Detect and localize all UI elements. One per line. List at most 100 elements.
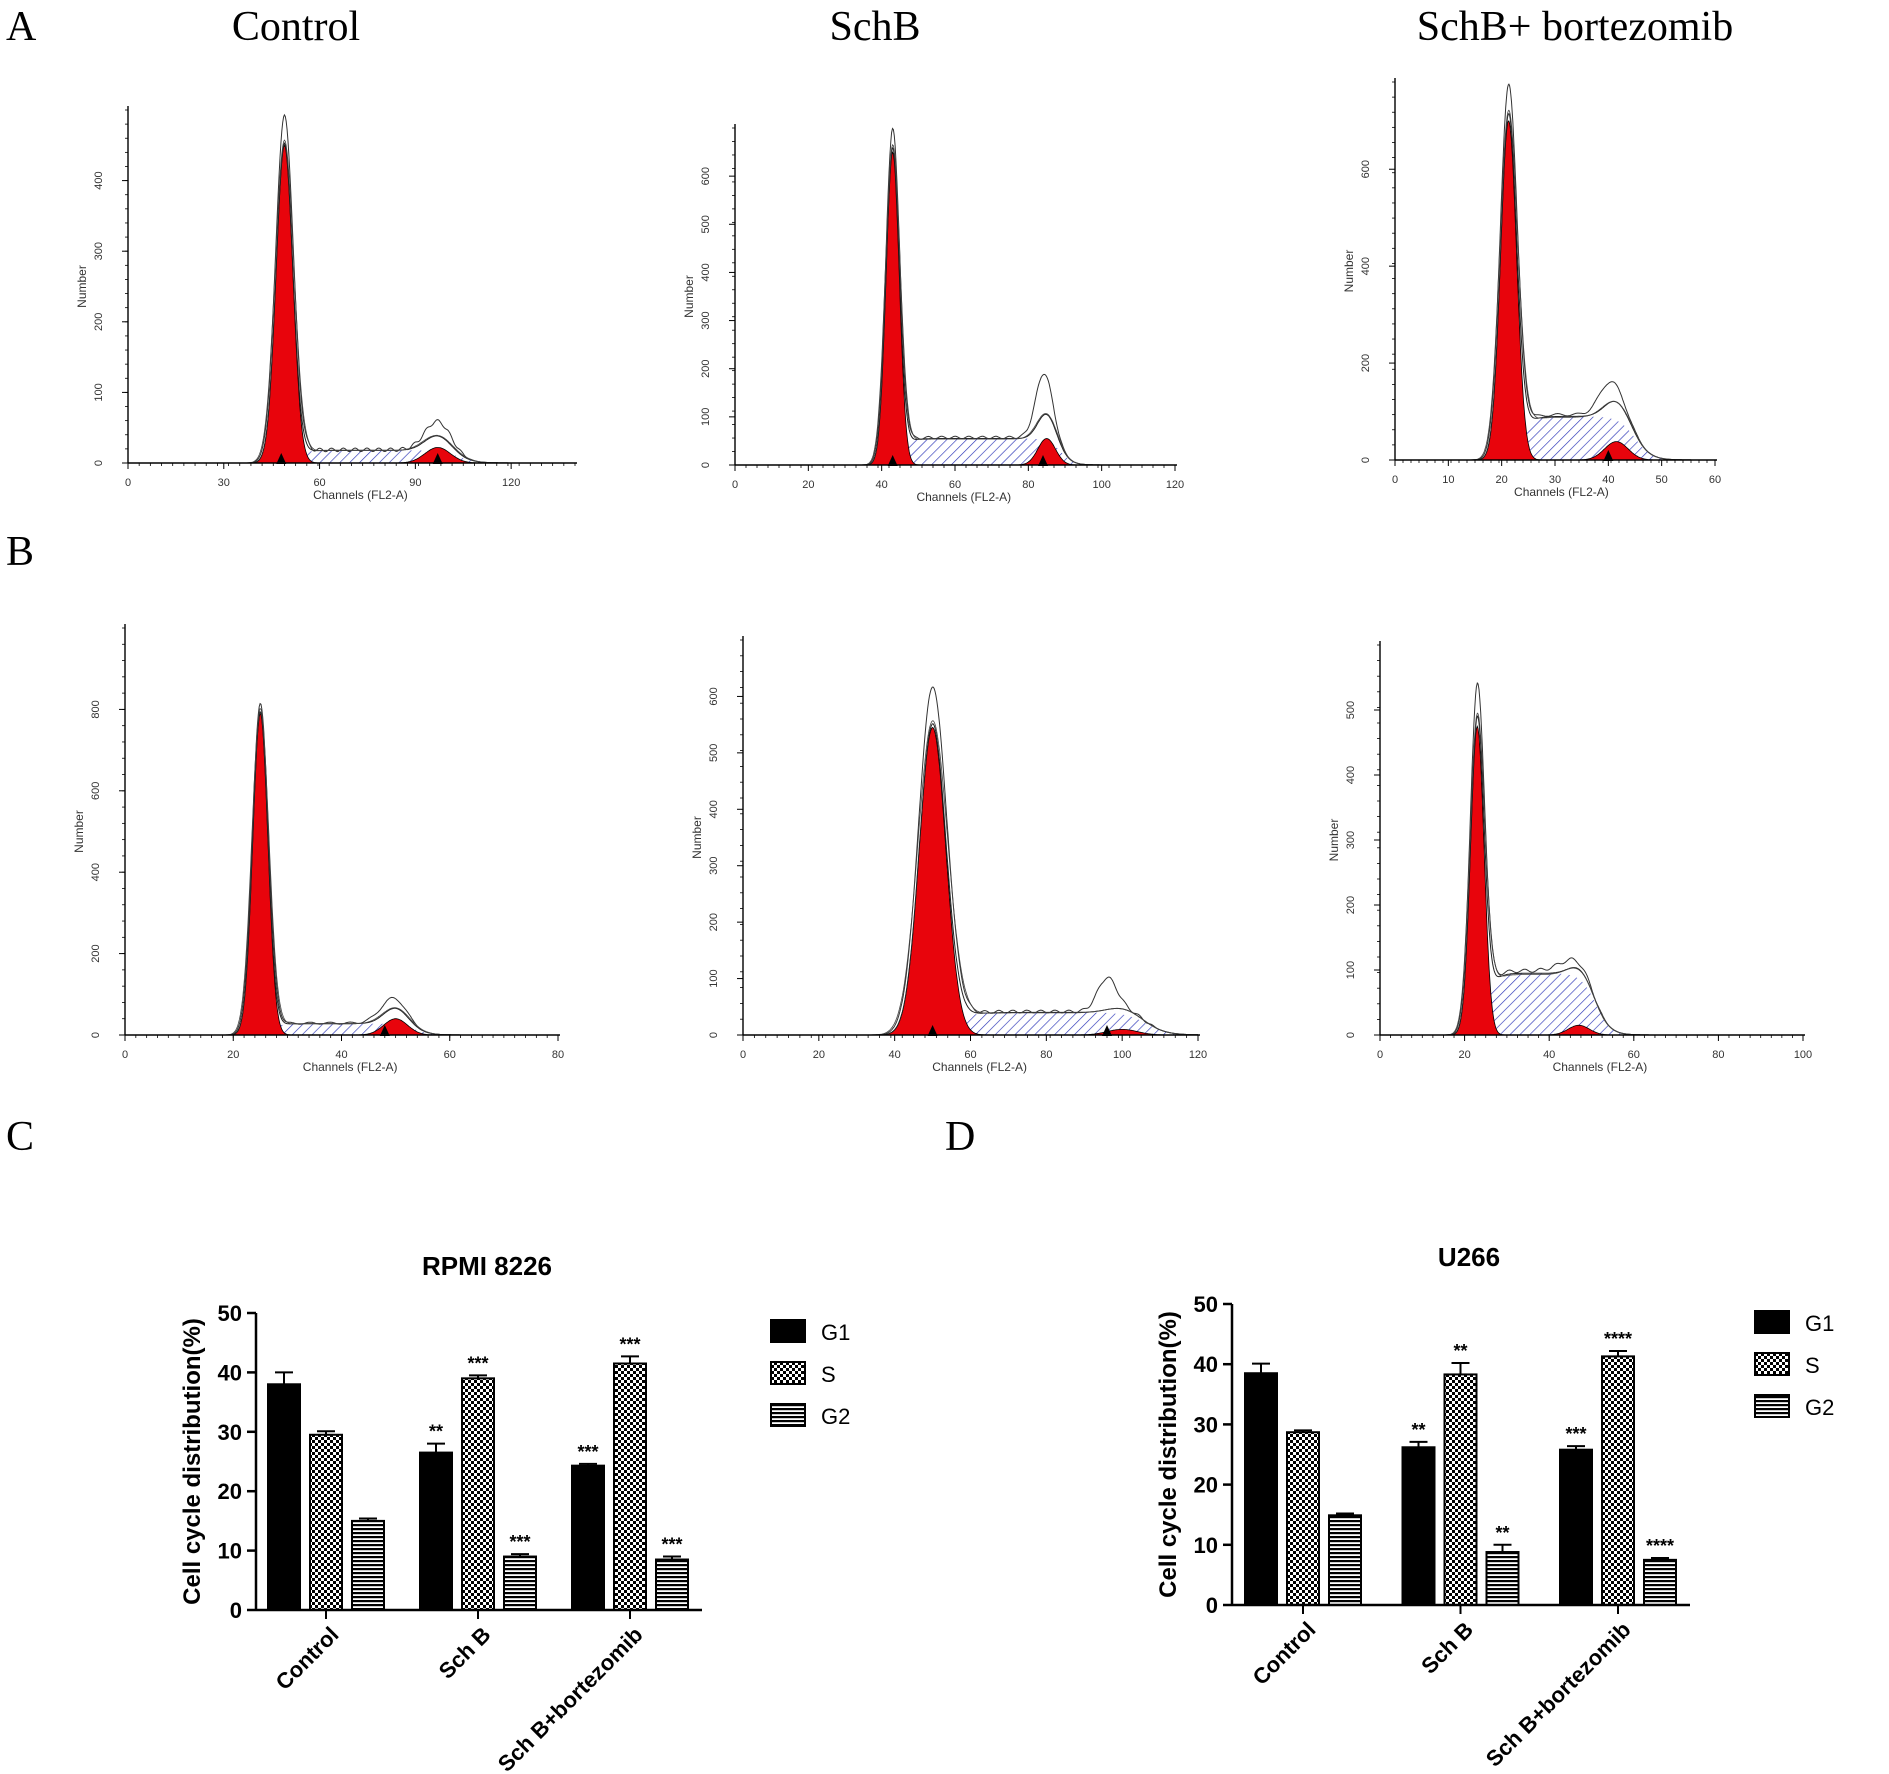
y-axis-label: Number bbox=[1342, 250, 1356, 293]
raw-data-line bbox=[743, 686, 1198, 1036]
x-tick-label: 100 bbox=[1794, 1049, 1812, 1061]
legend-swatch-s bbox=[1754, 1352, 1790, 1376]
x-axis-label: Channels (FL2-A) bbox=[1514, 485, 1609, 499]
legend-label-g2: G2 bbox=[1805, 1395, 1834, 1420]
model-line bbox=[735, 144, 1175, 466]
y-tick-label: 200 bbox=[1360, 354, 1372, 372]
legend-swatch-s bbox=[770, 1361, 806, 1385]
significance-label: *** bbox=[1565, 1424, 1586, 1444]
histogram-b-schb: 0 20 40 60 80 100 120 0 100 200 300 400 500 600 Channe… bbox=[690, 636, 1207, 1074]
s-phase-area bbox=[125, 1023, 558, 1035]
x-tick-label: 40 bbox=[335, 1049, 347, 1061]
y-tick-label: 400 bbox=[708, 800, 720, 818]
y-tick-label: 200 bbox=[700, 360, 712, 378]
y-tick-label: 50 bbox=[1194, 1292, 1218, 1317]
y-tick-label: 600 bbox=[90, 782, 102, 800]
legend-swatch-g2 bbox=[1754, 1394, 1790, 1418]
y-tick-label: 400 bbox=[90, 863, 102, 881]
y-tick-label: 0 bbox=[93, 460, 105, 466]
fit-envelope-line bbox=[125, 710, 558, 1036]
model-line bbox=[1395, 109, 1715, 461]
x-category-label: Control bbox=[271, 1622, 344, 1695]
y-tick-label: 400 bbox=[1360, 257, 1372, 275]
x-tick-label: 60 bbox=[444, 1049, 456, 1061]
y-tick-label: 20 bbox=[1194, 1473, 1218, 1498]
x-tick-label: 40 bbox=[889, 1049, 901, 1061]
y-tick-label: 0 bbox=[1360, 457, 1372, 463]
x-category-label: Sch B bbox=[434, 1622, 496, 1684]
g1-peak bbox=[128, 144, 575, 464]
x-tick-label: 30 bbox=[1549, 474, 1561, 486]
x-tick-label: 0 bbox=[125, 477, 131, 489]
histogram-a-control: 0 30 60 90 120 0 100 200 300 400 Channels (FL2-A) N… bbox=[75, 106, 577, 502]
legend-swatch-g2 bbox=[770, 1403, 806, 1427]
y-axis-label: Number bbox=[72, 810, 86, 853]
peak-marker bbox=[276, 453, 287, 464]
y-tick-label: 30 bbox=[1194, 1412, 1218, 1437]
x-tick-label: 20 bbox=[1496, 474, 1508, 486]
x-tick-label: 100 bbox=[1092, 479, 1110, 491]
g1-peak bbox=[735, 150, 1175, 466]
significance-label: *** bbox=[509, 1532, 530, 1552]
s-phase-area bbox=[735, 438, 1175, 465]
x-tick-label: 40 bbox=[1602, 474, 1614, 486]
y-axis-label: Number bbox=[1327, 819, 1341, 862]
bar-g2 bbox=[1328, 1514, 1362, 1606]
bar-g2 bbox=[655, 1558, 689, 1612]
x-axis-label: Channels (FL2-A) bbox=[303, 1060, 398, 1074]
y-tick-label: 500 bbox=[708, 744, 720, 762]
x-tick-label: 80 bbox=[1022, 479, 1034, 491]
histogram-b-schb-bortezomib: 0 20 40 60 80 100 0 100 200 300 400 500 Channels (FL… bbox=[1327, 641, 1812, 1074]
y-tick-label: 100 bbox=[708, 969, 720, 987]
legend-label-g1: G1 bbox=[1805, 1311, 1834, 1336]
y-axis-label: Cell cycle distribution(%) bbox=[179, 1318, 206, 1605]
bar-g1 bbox=[419, 1451, 453, 1611]
bar-s bbox=[613, 1362, 647, 1611]
fit-envelope-line bbox=[735, 146, 1175, 466]
y-tick-label: 0 bbox=[1206, 1593, 1218, 1618]
column-title-schb-bortezomib: SchB+ bortezomib bbox=[1417, 4, 1733, 50]
y-tick-label: 10 bbox=[1194, 1533, 1218, 1558]
y-tick-label: 100 bbox=[700, 408, 712, 426]
y-tick-label: 400 bbox=[700, 263, 712, 281]
x-tick-label: 0 bbox=[1377, 1049, 1383, 1061]
panel-letter-a: A bbox=[6, 4, 37, 50]
raw-data-line bbox=[128, 113, 575, 464]
legend-label-g1: G1 bbox=[821, 1320, 850, 1345]
model-line bbox=[128, 139, 575, 464]
x-tick-label: 80 bbox=[1040, 1049, 1052, 1061]
bar-g2 bbox=[503, 1555, 537, 1612]
panel-letter-d: D bbox=[945, 1114, 975, 1160]
y-tick-label: 300 bbox=[93, 242, 105, 260]
peak-marker bbox=[379, 1025, 390, 1036]
bar-g2 bbox=[1485, 1551, 1520, 1607]
y-axis-label: Number bbox=[75, 265, 89, 308]
x-tick-label: 30 bbox=[218, 477, 230, 489]
bar-g1 bbox=[267, 1383, 301, 1612]
raw-data-line bbox=[1395, 83, 1715, 461]
y-tick-label: 200 bbox=[90, 944, 102, 962]
legend-swatch-g1 bbox=[1754, 1310, 1790, 1334]
x-tick-label: 120 bbox=[1189, 1049, 1207, 1061]
x-tick-label: 120 bbox=[1166, 479, 1184, 491]
model-line bbox=[125, 707, 558, 1036]
model-line bbox=[743, 720, 1198, 1036]
x-axis-label: Channels (FL2-A) bbox=[313, 488, 408, 502]
model-line bbox=[1380, 712, 1803, 1036]
significance-label: **** bbox=[1646, 1536, 1674, 1556]
column-title-control: Control bbox=[232, 4, 360, 50]
y-tick-label: 600 bbox=[708, 687, 720, 705]
peak-marker bbox=[432, 453, 443, 464]
x-category-label: Control bbox=[1248, 1617, 1321, 1690]
x-tick-label: 0 bbox=[122, 1049, 128, 1061]
x-tick-label: 20 bbox=[813, 1049, 825, 1061]
x-tick-label: 40 bbox=[1543, 1049, 1555, 1061]
y-tick-label: 300 bbox=[700, 311, 712, 329]
g1-peak bbox=[743, 727, 1198, 1036]
chart-title: RPMI 8226 bbox=[422, 1251, 552, 1281]
bar-s bbox=[1601, 1355, 1635, 1607]
histogram-a-schb: 0 20 40 60 80 100 120 0 100 200 300 400 500 600 Channe… bbox=[682, 124, 1184, 504]
x-category-label: Sch B bbox=[1416, 1617, 1478, 1679]
